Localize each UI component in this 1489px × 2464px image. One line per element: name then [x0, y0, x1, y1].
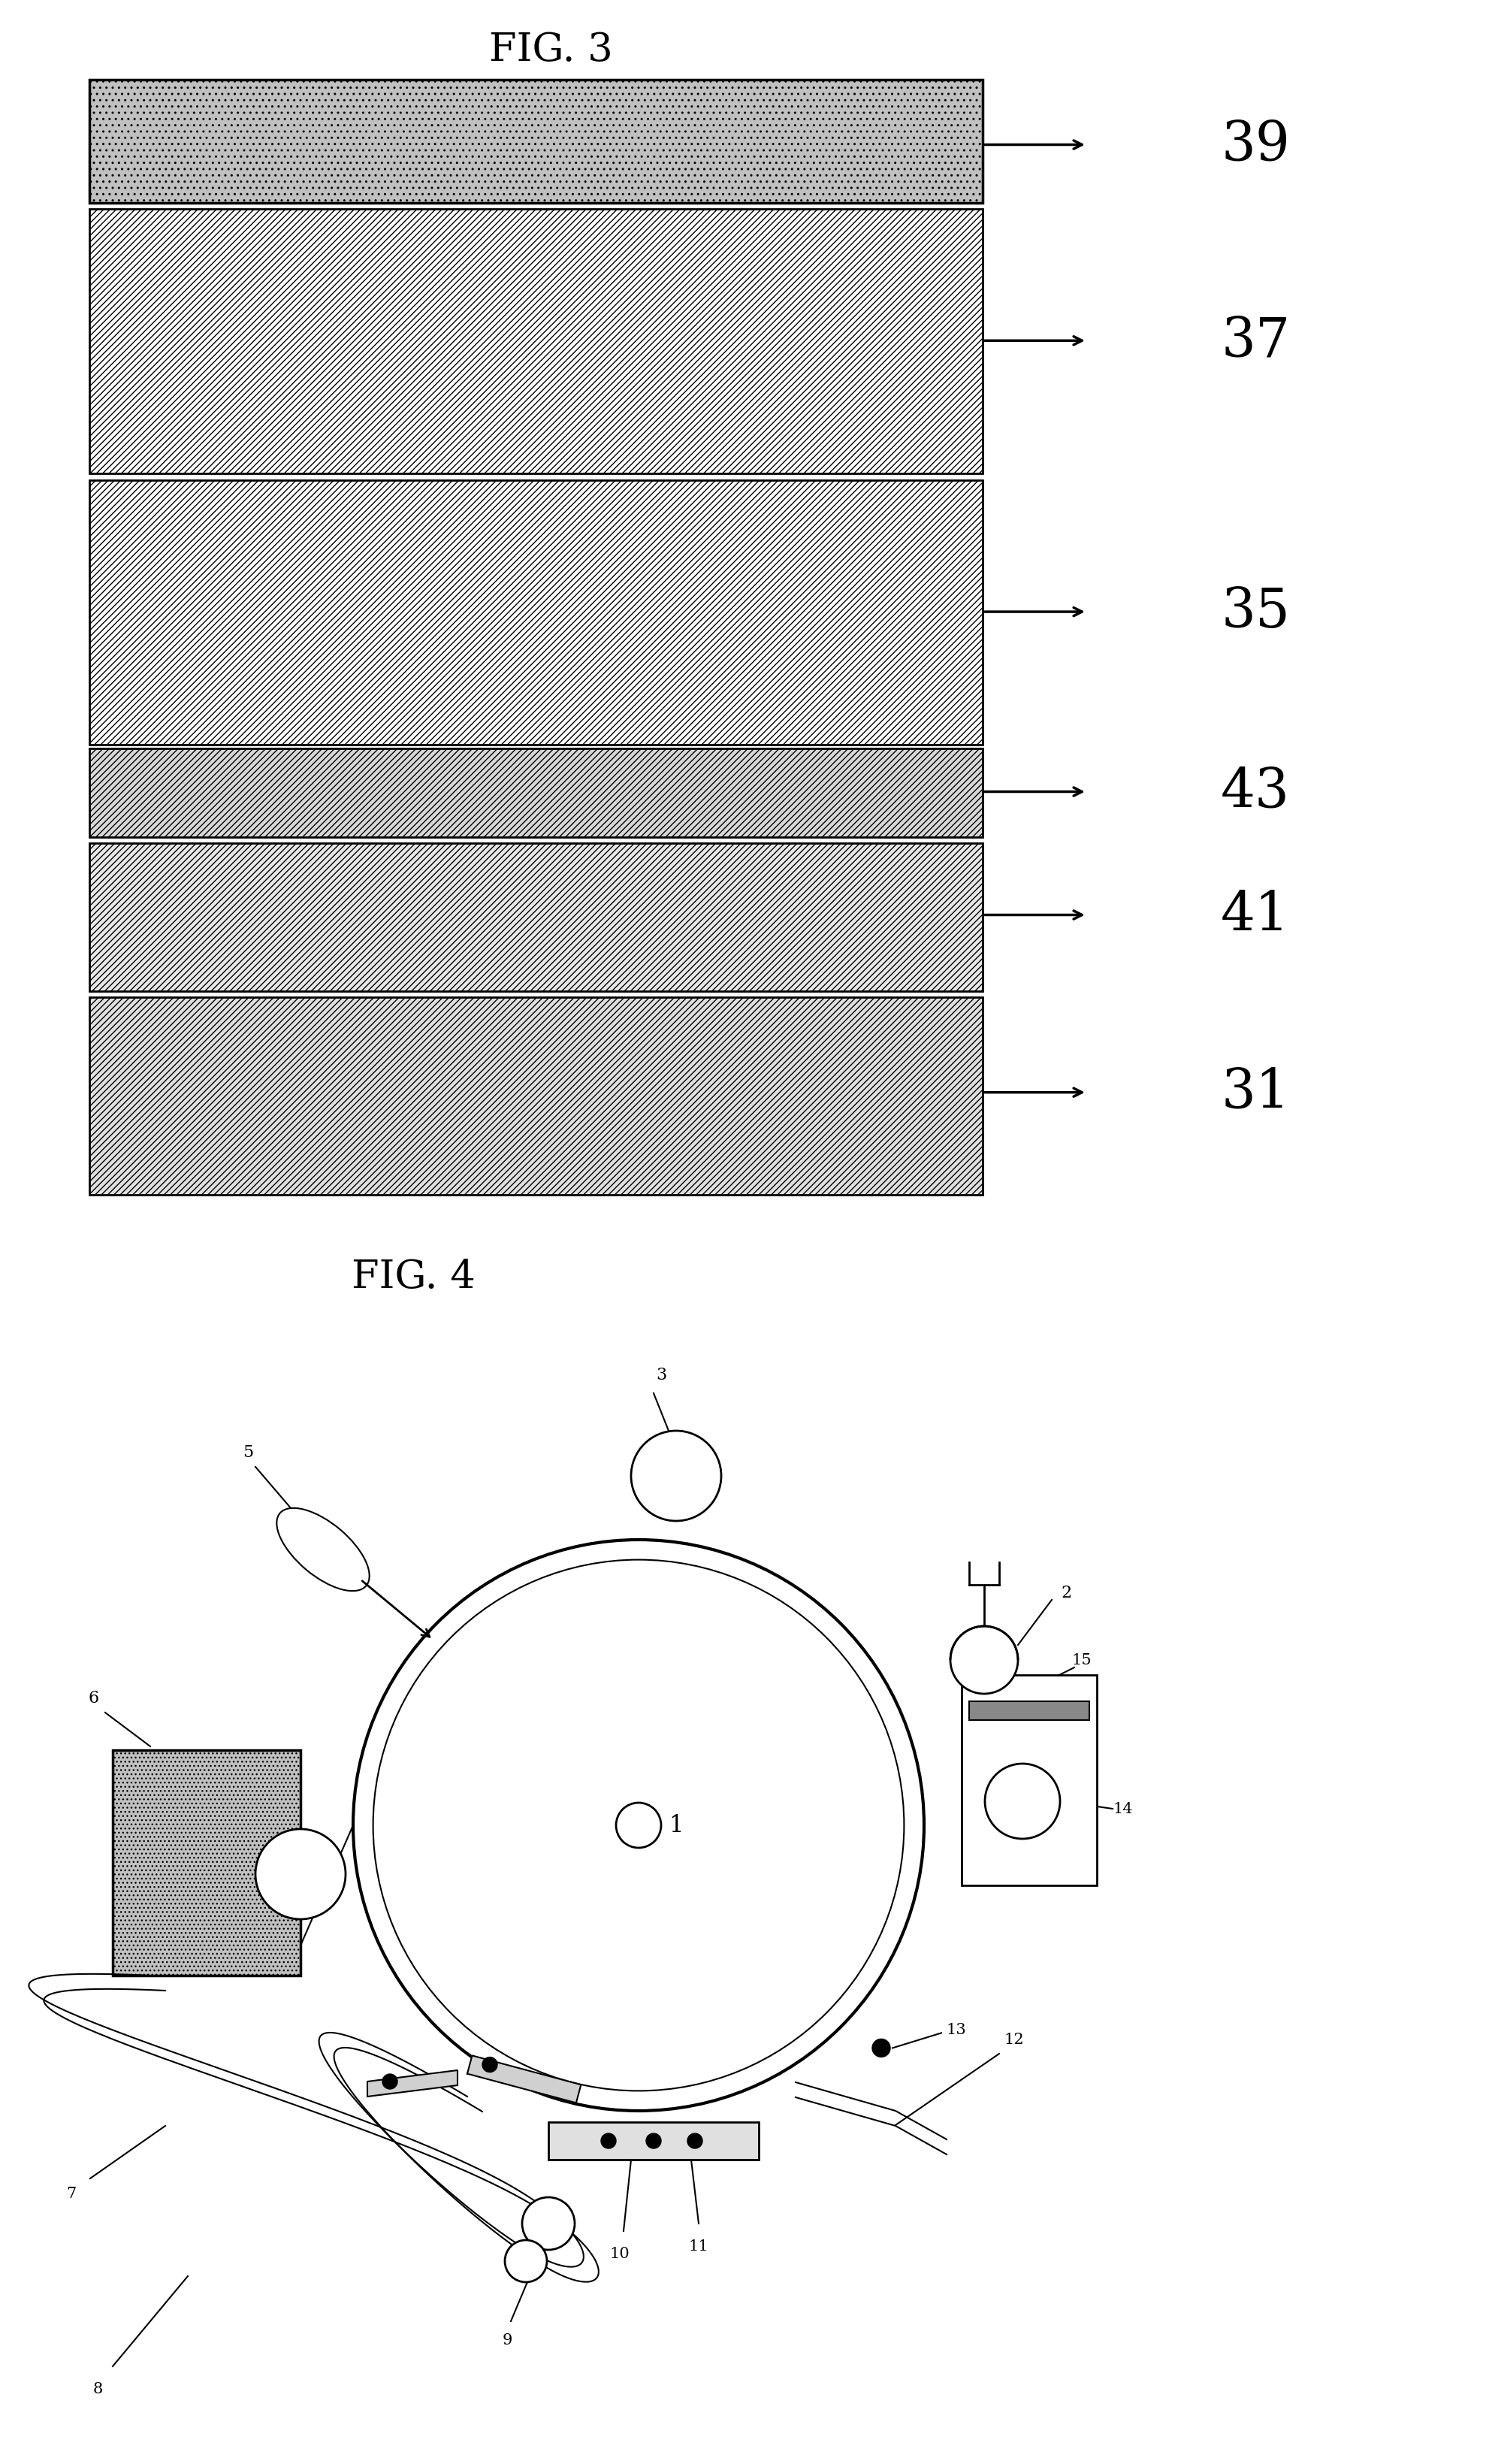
Text: 15: 15	[1072, 1653, 1091, 1668]
Circle shape	[482, 2057, 497, 2072]
Text: 43: 43	[1221, 766, 1289, 818]
Bar	[89, 480, 983, 744]
Text: 13: 13	[947, 2023, 966, 2035]
Text: 37: 37	[1221, 315, 1289, 367]
Circle shape	[950, 1626, 1018, 1695]
Ellipse shape	[277, 1508, 369, 1592]
Bar	[89, 749, 983, 838]
Circle shape	[631, 1432, 721, 1520]
Bar	[548, 2122, 759, 2161]
Circle shape	[688, 2134, 703, 2149]
Polygon shape	[468, 2055, 581, 2102]
Text: 1: 1	[669, 1814, 683, 1838]
Text: 8: 8	[92, 2383, 103, 2395]
Polygon shape	[368, 2070, 457, 2097]
Bar	[113, 1749, 301, 1976]
Text: 31: 31	[1221, 1067, 1289, 1119]
Circle shape	[374, 1560, 904, 2092]
Circle shape	[602, 2134, 616, 2149]
Circle shape	[984, 1764, 1060, 1838]
Bar	[89, 843, 983, 991]
Text: 10: 10	[609, 2247, 630, 2262]
Bar	[89, 209, 983, 473]
Text: 6: 6	[89, 1690, 100, 1705]
Text: 35: 35	[1221, 586, 1289, 638]
Circle shape	[523, 2198, 575, 2250]
Text: 41: 41	[1221, 890, 1289, 941]
Text: 2: 2	[1062, 1584, 1072, 1602]
Text: 12: 12	[1004, 2033, 1024, 2048]
Text: FIG. 3: FIG. 3	[488, 30, 613, 69]
Bar	[969, 1703, 1090, 1720]
Circle shape	[646, 2134, 661, 2149]
Text: 11: 11	[688, 2240, 709, 2252]
Text: 39: 39	[1221, 118, 1289, 172]
Text: 7: 7	[67, 2186, 76, 2200]
Bar	[962, 1676, 1097, 1885]
Text: 14: 14	[1114, 1801, 1133, 1816]
Text: FIG. 4: FIG. 4	[351, 1259, 475, 1296]
Circle shape	[383, 2075, 398, 2089]
Circle shape	[353, 1540, 925, 2112]
Circle shape	[873, 2040, 890, 2057]
Text: 9: 9	[502, 2333, 512, 2348]
Bar	[89, 79, 983, 202]
Text: 5: 5	[243, 1444, 253, 1461]
Circle shape	[505, 2240, 546, 2282]
Circle shape	[616, 1804, 661, 1848]
Text: 3: 3	[655, 1368, 667, 1382]
Circle shape	[256, 1828, 345, 1919]
Bar	[89, 998, 983, 1195]
